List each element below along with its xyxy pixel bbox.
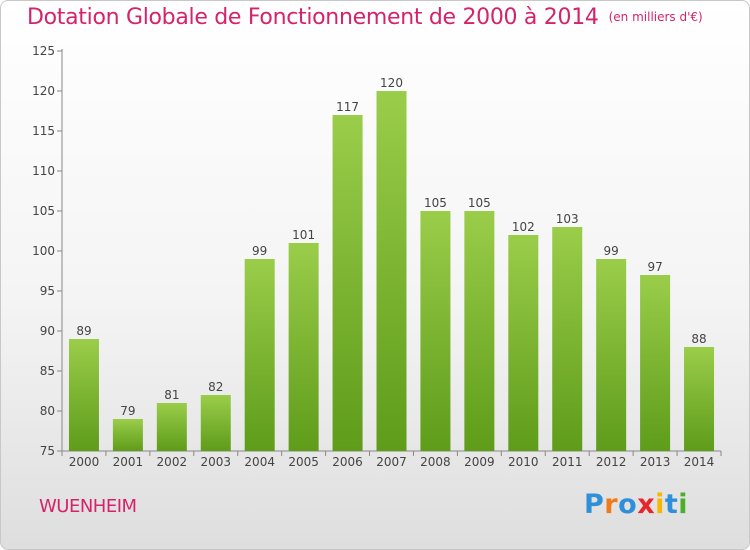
bar-value-label: 81 — [164, 388, 179, 402]
bar-value-label: 99 — [604, 244, 619, 258]
bar-value-label: 82 — [208, 380, 223, 394]
y-tick-label: 95 — [40, 284, 55, 298]
bar — [200, 395, 231, 451]
logo-letter: i — [655, 489, 665, 520]
bar — [508, 235, 539, 451]
title-text: Dotation Globale de Fonctionnement de 20… — [27, 5, 599, 30]
y-tick-label: 110 — [32, 164, 55, 178]
bar — [552, 227, 583, 451]
x-tick-label: 2004 — [244, 455, 275, 469]
proxiti-logo[interactable]: Proxiti — [584, 489, 688, 520]
bar — [464, 211, 495, 451]
y-tick-label: 80 — [40, 404, 55, 418]
x-tick-label: 2007 — [376, 455, 407, 469]
bar — [68, 339, 99, 451]
x-tick-label: 2006 — [332, 455, 363, 469]
bar — [112, 419, 143, 451]
x-tick-label: 2003 — [200, 455, 231, 469]
commune-name: WUENHEIM — [39, 496, 137, 517]
y-tick-label: 90 — [40, 324, 55, 338]
x-tick-label: 2010 — [508, 455, 539, 469]
bar-value-label: 105 — [424, 196, 447, 210]
x-tick-label: 2012 — [596, 455, 627, 469]
bar-value-label: 88 — [691, 332, 706, 346]
chart-title: Dotation Globale de Fonctionnement de 20… — [27, 5, 703, 30]
x-tick-label: 2001 — [113, 455, 144, 469]
x-tick-label: 2009 — [464, 455, 495, 469]
logo-letter: r — [604, 489, 619, 520]
logo-letter: x — [637, 489, 656, 520]
bar — [420, 211, 451, 451]
bar-value-label: 105 — [468, 196, 491, 210]
bar-value-label: 79 — [120, 404, 135, 418]
logo-letter: P — [584, 489, 605, 520]
bar-value-label: 99 — [252, 244, 267, 258]
logo-letter: i — [678, 489, 689, 520]
logo-letter: o — [618, 489, 638, 520]
bar-value-label: 103 — [556, 212, 579, 226]
y-tick-label: 115 — [32, 124, 55, 138]
bar-value-label: 101 — [292, 228, 315, 242]
bar-value-label: 120 — [380, 76, 403, 90]
bar-series: 89 79 81 82 99 101 117 120 105 105 102 103 99 97 88 — [68, 76, 715, 451]
logo-letter: t — [664, 489, 679, 520]
bar — [244, 259, 275, 451]
x-tick-label: 2005 — [288, 455, 319, 469]
title-unit: (en milliers d'€) — [608, 10, 703, 24]
y-tick-label: 120 — [32, 84, 55, 98]
bar — [288, 243, 319, 451]
bar — [640, 275, 671, 451]
bar-value-label: 102 — [512, 220, 535, 234]
y-tick-label: 125 — [32, 44, 55, 58]
bar — [156, 403, 187, 451]
y-tick-label: 105 — [32, 204, 55, 218]
bar — [332, 115, 363, 451]
y-tick-label: 100 — [32, 244, 55, 258]
x-tick-label: 2002 — [157, 455, 188, 469]
x-tick-label: 2008 — [420, 455, 451, 469]
x-tick-label: 2011 — [552, 455, 583, 469]
y-tick-label: 85 — [40, 364, 55, 378]
bar-value-label: 117 — [336, 100, 359, 114]
bar — [596, 259, 627, 451]
x-tick-label: 2000 — [69, 455, 100, 469]
x-tick-label: 2014 — [684, 455, 715, 469]
bar-value-label: 97 — [647, 260, 662, 274]
chart-axes: 75 80 85 90 95 100 105 110 115 120 125 2000 2001 2002… — [32, 44, 722, 469]
bar — [376, 91, 407, 451]
bar-value-label: 89 — [76, 324, 91, 338]
bar — [684, 347, 715, 451]
x-tick-label: 2013 — [640, 455, 671, 469]
y-tick-label: 75 — [40, 444, 55, 458]
